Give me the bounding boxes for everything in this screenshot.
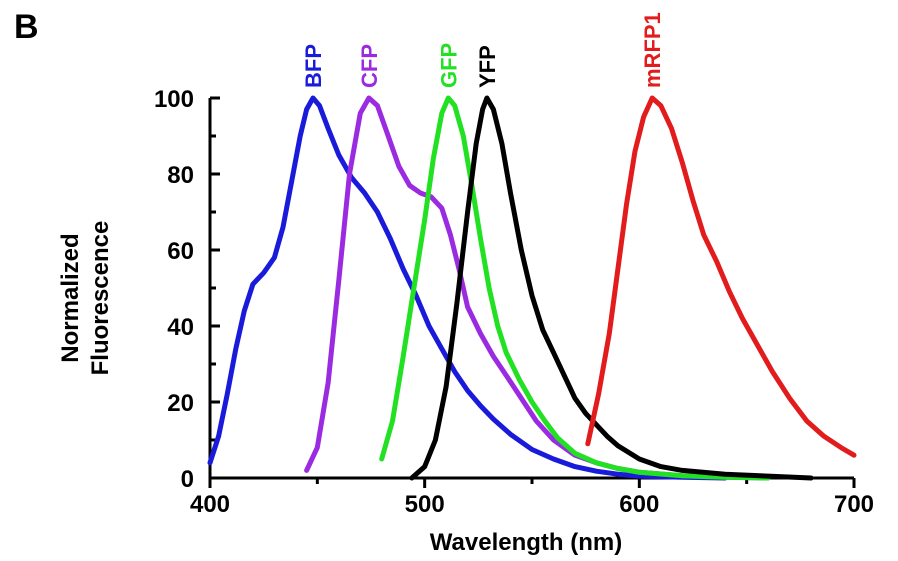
series-label-cfp: CFP <box>357 44 382 88</box>
series-label-bfp: BFP <box>301 44 326 88</box>
series-line-bfp <box>207 95 728 481</box>
y-axis-title: Normalized Fluorescence <box>57 221 114 376</box>
y-axis-title-line: Normalized <box>57 233 84 362</box>
series-line-mrfp1 <box>585 95 857 458</box>
x-tick-label: 700 <box>834 491 874 518</box>
panel-label: B <box>14 8 39 46</box>
x-tick-label: 500 <box>405 491 445 518</box>
series-line-gfp <box>379 95 771 481</box>
y-tick-label: 20 <box>167 390 194 417</box>
y-axis-title-line: Fluorescence <box>87 221 114 376</box>
x-axis-title: Wavelength (nm) <box>430 529 622 556</box>
series-labels: BFP CFP GFP YFP mRFP1 <box>301 12 665 88</box>
curves <box>207 95 857 481</box>
series-label-gfp: GFP <box>436 43 461 88</box>
x-tick-label: 400 <box>190 491 230 518</box>
series-line-yfp <box>409 95 814 481</box>
y-tick-label: 0 <box>181 466 194 493</box>
y-tick-label: 80 <box>167 162 194 189</box>
y-tick-label: 60 <box>167 238 194 265</box>
series-label-mrfp1: mRFP1 <box>640 12 665 88</box>
y-tick-label: 40 <box>167 314 194 341</box>
axes: 400 500 600 700 0 20 40 60 80 100 <box>154 86 874 518</box>
y-tick-label: 100 <box>154 86 194 113</box>
series-line-cfp <box>304 95 771 481</box>
x-tick-label: 600 <box>619 491 659 518</box>
series-label-yfp: YFP <box>475 45 500 88</box>
